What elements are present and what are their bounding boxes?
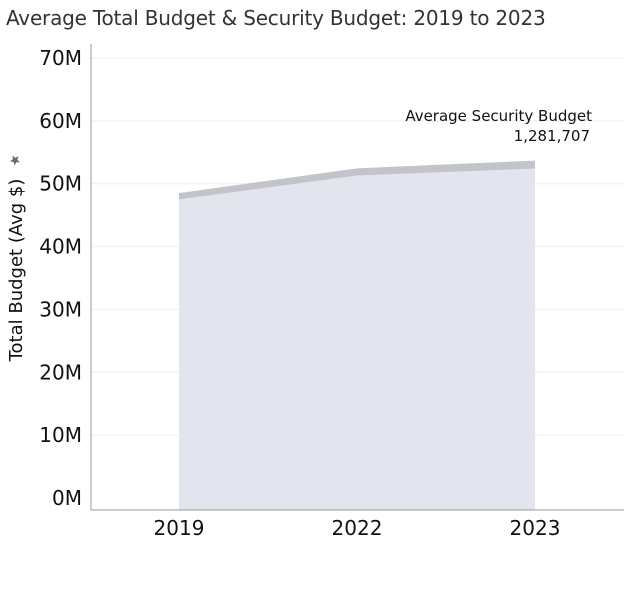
y-tick-label: 70M	[39, 46, 82, 70]
y-tick-labels: 0M 10M 20M 30M 40M 50M 60M 70M	[39, 46, 82, 510]
axes	[90, 44, 624, 511]
security-budget-area	[179, 160, 535, 200]
chart-title: Average Total Budget & Security Budget: …	[6, 6, 546, 30]
y-tick-label: 30M	[39, 297, 82, 321]
pin-icon[interactable]	[8, 153, 22, 166]
x-tick-label: 2019	[154, 516, 205, 540]
annotation-label: Average Security Budget	[405, 107, 592, 125]
y-axis-title: Total Budget (Avg $)	[6, 179, 27, 363]
total-budget-area	[179, 168, 535, 510]
annotation-value: 1,281,707	[514, 127, 590, 145]
y-tick-label: 10M	[39, 423, 82, 447]
y-tick-label: 20M	[39, 360, 82, 384]
y-tick-label: 60M	[39, 109, 82, 133]
y-tick-label: 0M	[52, 486, 82, 510]
x-tick-labels: 2019 2022 2023	[154, 516, 561, 540]
x-tick-label: 2023	[510, 516, 561, 540]
security-budget-annotation: Average Security Budget 1,281,707	[405, 107, 592, 145]
y-tick-label: 50M	[39, 172, 82, 196]
y-tick-label: 40M	[39, 235, 82, 259]
x-tick-label: 2022	[332, 516, 383, 540]
area-series	[179, 160, 535, 510]
